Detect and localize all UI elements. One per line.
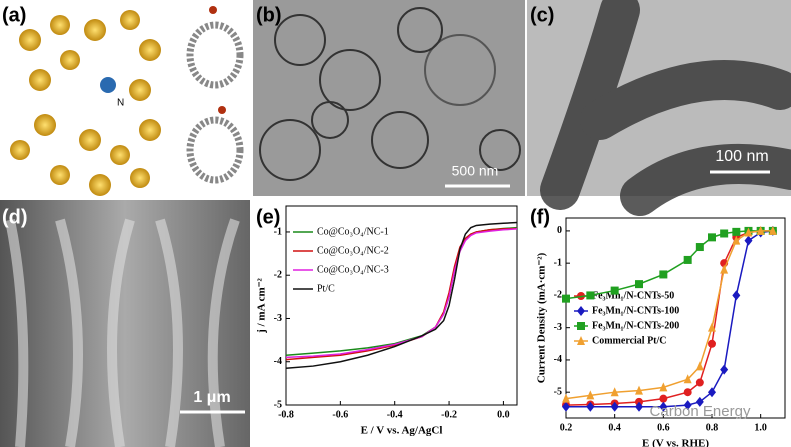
x-axis-label: E / V vs. Ag/AgCl [361, 425, 443, 437]
marker [768, 225, 777, 235]
series-line [285, 221, 518, 369]
x-axis-label: E (V vs. RHE) [642, 438, 709, 447]
y-tick-label: -4 [554, 354, 562, 365]
y-tick-label: 0 [557, 225, 562, 236]
legend-label: Co@Co₃O₄/NC-2 [317, 245, 389, 256]
x-tick-label: -0.6 [332, 409, 348, 420]
marker [732, 235, 741, 245]
y-tick-label: -4 [274, 356, 282, 367]
y-axis-label: j / mA cm⁻² [256, 277, 268, 333]
marker [586, 390, 595, 400]
marker [562, 401, 570, 412]
marker [635, 401, 643, 412]
marker [756, 225, 765, 235]
x-tick-label: 0.8 [706, 422, 719, 433]
marker [720, 364, 729, 375]
y-tick-label: -2 [554, 290, 562, 301]
marker [659, 401, 668, 412]
marker [562, 294, 570, 303]
x-tick-label: 0.4 [608, 422, 621, 433]
marker [610, 401, 619, 412]
marker [695, 378, 704, 387]
marker [708, 233, 716, 242]
marker [586, 401, 595, 412]
series-line [285, 228, 518, 359]
legend-label: Co@Co₃O₄/NC-1 [317, 226, 389, 237]
marker [659, 270, 668, 279]
x-tick-label: -0.8 [278, 409, 294, 420]
marker [610, 286, 619, 295]
y-tick-label: -2 [274, 270, 282, 281]
x-tick-label: 0.2 [560, 422, 573, 433]
panel-label: (d) [2, 206, 28, 228]
legend-label: Fe₃Mn₁/N-CNTs-200 [592, 320, 679, 331]
panel-b-texture [259, 7, 521, 181]
marker [577, 306, 585, 316]
marker [720, 264, 729, 274]
panel-label: (f) [530, 206, 550, 228]
x-tick-label: 0.6 [657, 422, 670, 433]
marker [695, 243, 704, 252]
atom-label: N [117, 98, 124, 109]
legend-label: Pt/C [317, 283, 335, 294]
scale-label: 100 nm [715, 148, 768, 165]
scale-label: 1 μm [193, 389, 230, 406]
panel-c-texture [540, 0, 791, 216]
marker [635, 385, 643, 395]
watermark: Carbon Energy [650, 403, 751, 420]
marker [659, 394, 668, 403]
marker [695, 396, 704, 407]
panel-label: (e) [256, 206, 280, 228]
marker [659, 382, 668, 392]
marker [708, 339, 716, 348]
scale-label: 500 nm [452, 163, 499, 179]
marker [683, 255, 692, 264]
panel-label: (b) [256, 4, 282, 26]
marker [577, 336, 585, 345]
legend-label: Fe₃Mn₁/N-CNTs-100 [592, 305, 679, 316]
marker [610, 387, 619, 397]
y-tick-label: -1 [274, 226, 282, 237]
marker [586, 291, 595, 300]
marker [708, 322, 716, 332]
marker [695, 361, 704, 371]
panel-a-image [0, 0, 250, 196]
series-line [285, 227, 518, 361]
marker [635, 280, 643, 289]
plot-area [285, 205, 518, 406]
legend-label: Commercial Pt/C [592, 335, 667, 346]
y-tick-label: -5 [274, 399, 282, 410]
legend-label: Fe₃Mn₁/N-CNTs-50 [592, 290, 674, 301]
marker [562, 393, 570, 403]
marker [744, 235, 753, 246]
y-tick-label: -3 [554, 322, 562, 333]
y-tick-label: -3 [274, 313, 282, 324]
x-tick-label: -0.2 [441, 409, 457, 420]
legend-label: Co@Co₃O₄/NC-3 [317, 264, 389, 275]
marker [683, 400, 692, 411]
panel-label: (a) [2, 4, 26, 26]
y-axis-label: Current Density (mA·cm⁻²) [536, 252, 548, 383]
panel-d-texture [5, 218, 240, 447]
marker [683, 374, 692, 384]
marker [744, 227, 753, 237]
marker [577, 322, 585, 330]
x-tick-label: -0.4 [387, 409, 403, 420]
marker [732, 290, 741, 301]
marker [683, 388, 692, 397]
y-tick-label: -5 [554, 386, 562, 397]
marker [720, 229, 729, 238]
x-tick-label: 0.0 [497, 409, 510, 420]
y-tick-label: -1 [554, 257, 562, 268]
panel-label: (c) [530, 4, 554, 26]
marker [708, 387, 716, 398]
x-tick-label: 1.0 [754, 422, 767, 433]
plot-area [565, 217, 786, 419]
marker [732, 227, 741, 236]
